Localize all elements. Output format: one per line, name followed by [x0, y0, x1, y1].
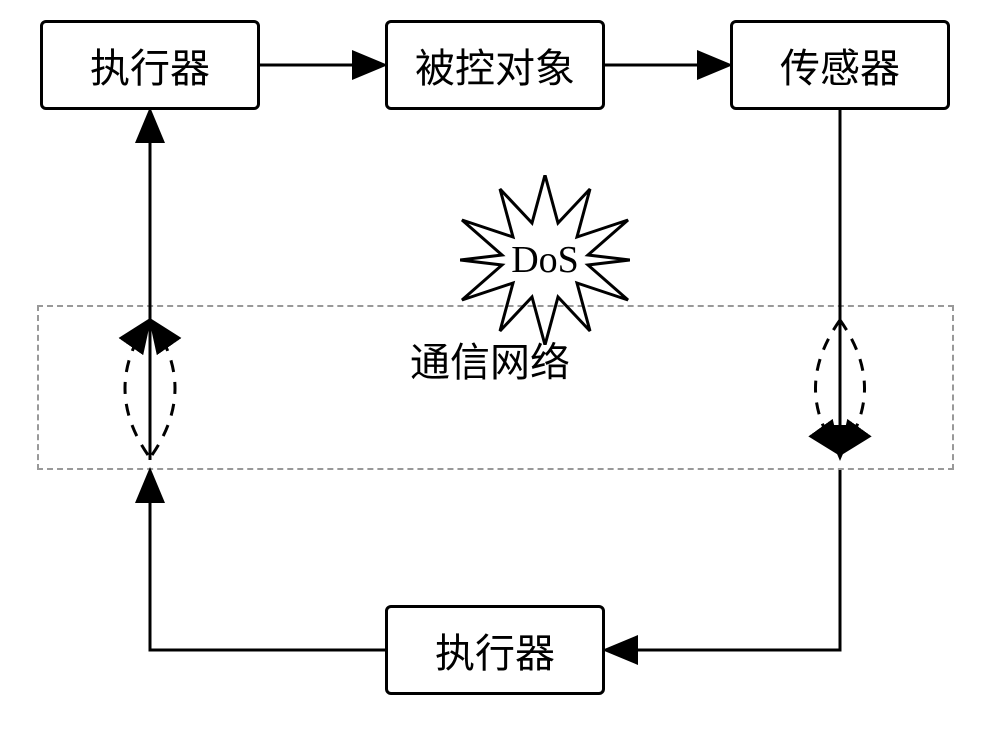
sensor-label: 传感器: [780, 36, 900, 94]
actuator-bottom-label: 执行器: [435, 621, 555, 679]
actuator-bottom-box: 执行器: [385, 605, 605, 695]
actuator-top-label: 执行器: [90, 36, 210, 94]
plant-label: 被控对象: [415, 36, 575, 94]
edge-network-actuator-bottom: [608, 470, 840, 650]
edge-actuator-bottom-up: [150, 473, 385, 650]
actuator-top-box: 执行器: [40, 20, 260, 110]
plant-box: 被控对象: [385, 20, 605, 110]
dos-starburst: DoS: [460, 175, 630, 345]
dos-label: DoS: [511, 238, 579, 282]
sensor-box: 传感器: [730, 20, 950, 110]
